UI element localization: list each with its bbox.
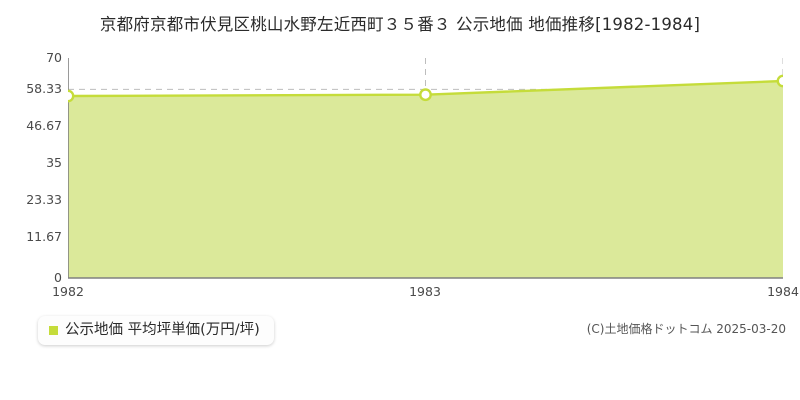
y-tick-label: 58.33 (26, 81, 62, 96)
y-tick-label: 70 (46, 50, 62, 65)
chart-legend: 公示地価 平均坪単価(万円/坪) (38, 316, 274, 345)
legend-swatch-icon (49, 325, 58, 335)
area-fill (68, 81, 783, 278)
y-tick-label: 0 (54, 270, 62, 285)
data-point-marker (419, 88, 432, 102)
y-tick-label: 35 (46, 155, 62, 170)
y-tick-label: 46.67 (26, 118, 62, 133)
x-tick-label: 1983 (409, 284, 441, 299)
data-point-markers (68, 74, 783, 103)
x-tick-label: 1982 (52, 284, 84, 299)
y-tick-label: 23.33 (26, 192, 62, 207)
y-axis: 70 58.33 46.67 35 23.33 11.67 0 (0, 0, 62, 400)
y-tick-label: 11.67 (26, 229, 62, 244)
x-axis: 1982 1983 1984 (0, 284, 800, 304)
data-point-marker (68, 89, 75, 103)
x-tick-label: 1984 (767, 284, 799, 299)
chart-canvas (68, 58, 783, 279)
legend-label: 公示地価 平均坪単価(万円/坪) (65, 322, 260, 338)
copyright-credit: (C)土地価格ドットコム 2025-03-20 (586, 322, 786, 336)
page-title: 京都府京都市伏見区桃山水野左近西町３５番３ 公示地価 地価推移[1982-198… (99, 15, 701, 34)
plot-area (68, 58, 783, 279)
data-point-marker (776, 74, 783, 88)
